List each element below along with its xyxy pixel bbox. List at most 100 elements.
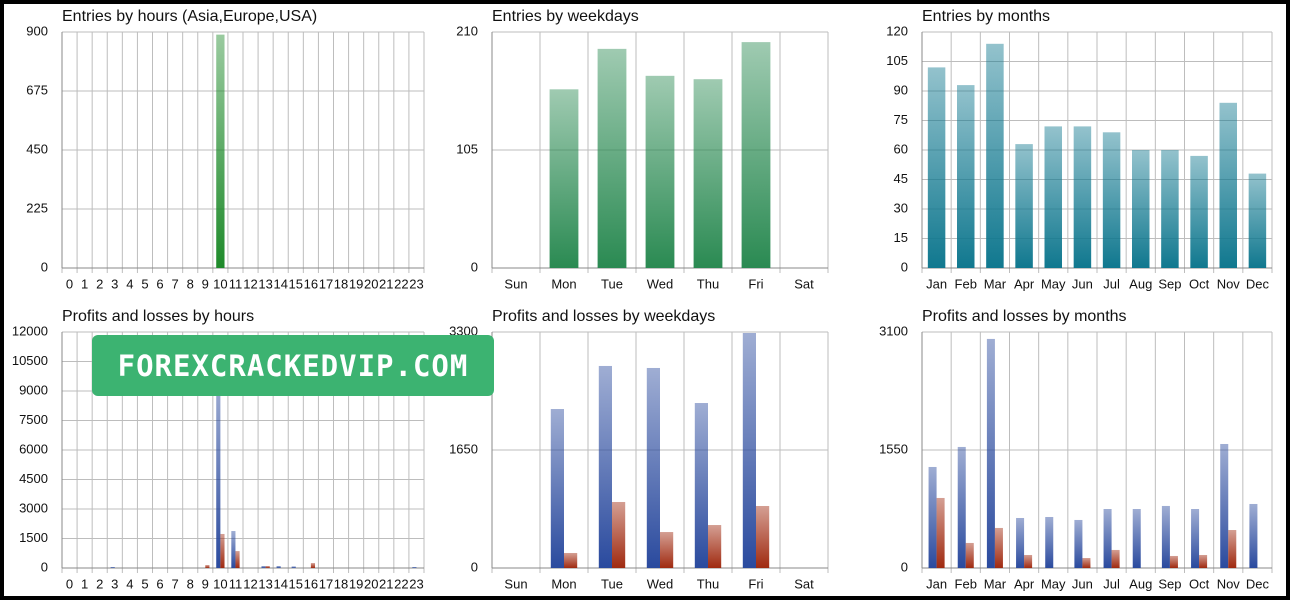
chart-title: Entries by hours (Asia,Europe,USA): [62, 8, 317, 25]
x-tick-label: 19: [349, 576, 363, 591]
x-tick-label: Feb: [955, 276, 977, 291]
x-tick-label: Oct: [1189, 276, 1210, 291]
x-tick-label: 13: [258, 276, 272, 291]
x-tick-label: Fri: [748, 276, 763, 291]
x-tick-label: Mar: [984, 276, 1007, 291]
x-tick-label: 6: [156, 576, 163, 591]
chart-title: Entries by months: [922, 8, 1050, 25]
bar: [957, 446, 966, 568]
x-tick-label: Apr: [1014, 576, 1035, 591]
y-tick-label: 0: [471, 259, 478, 274]
y-tick-label: 45: [894, 171, 908, 186]
bar: [1249, 503, 1258, 568]
x-tick-label: Sat: [794, 276, 814, 291]
x-tick-label: 16: [304, 276, 318, 291]
chart-title: Entries by weekdays: [492, 8, 639, 25]
x-tick-label: 14: [273, 576, 287, 591]
x-tick-label: 8: [187, 276, 194, 291]
y-tick-label: 0: [471, 559, 478, 574]
bar: [1073, 126, 1092, 269]
bar: [927, 67, 946, 269]
bar: [276, 566, 281, 568]
bar: [549, 89, 579, 268]
x-tick-label: 21: [379, 576, 393, 591]
x-tick-label: 20: [364, 576, 378, 591]
bar: [412, 567, 417, 568]
bar: [1169, 555, 1178, 568]
y-tick-label: 675: [26, 82, 48, 97]
bar: [1219, 102, 1237, 268]
x-tick-label: 5: [141, 576, 148, 591]
bar: [310, 563, 316, 568]
x-tick-label: Wed: [647, 576, 674, 591]
y-tick-label: 3300: [449, 323, 478, 338]
bar: [1248, 173, 1267, 268]
x-tick-label: Sun: [504, 276, 527, 291]
y-tick-label: 1550: [879, 441, 908, 456]
bar: [708, 525, 722, 568]
x-tick-label: Oct: [1189, 576, 1210, 591]
chart-title: Profits and losses by hours: [62, 308, 254, 325]
bar: [1191, 509, 1200, 568]
watermark: FOREXCRACKEDVIP.COM: [92, 335, 494, 396]
bar: [1074, 519, 1083, 568]
bar: [231, 531, 236, 568]
x-tick-label: 22: [394, 576, 408, 591]
bar: [756, 505, 770, 568]
bar: [1220, 443, 1229, 568]
x-tick-label: Tue: [601, 576, 623, 591]
x-tick-label: 23: [409, 576, 423, 591]
bar: [1161, 505, 1170, 568]
x-tick-label: 0: [66, 576, 73, 591]
bar: [1190, 155, 1208, 268]
y-tick-label: 210: [456, 23, 478, 38]
bar: [597, 48, 627, 268]
x-tick-label: 11: [229, 576, 243, 591]
y-tick-label: 225: [26, 200, 48, 215]
bar: [1199, 554, 1208, 568]
x-tick-label: Dec: [1246, 276, 1270, 291]
x-tick-label: Aug: [1129, 276, 1152, 291]
bar: [1016, 517, 1025, 568]
bar: [1024, 554, 1033, 568]
x-tick-label: 3: [111, 576, 118, 591]
y-tick-label: 1500: [19, 530, 48, 545]
x-tick-label: 22: [394, 276, 408, 291]
y-tick-label: 15: [894, 230, 908, 245]
x-tick-label: 16: [304, 576, 318, 591]
x-tick-label: 10: [213, 276, 227, 291]
x-tick-label: Nov: [1217, 576, 1241, 591]
y-tick-label: 30: [894, 200, 908, 215]
x-tick-label: 9: [202, 276, 209, 291]
x-tick-label: 23: [409, 276, 423, 291]
bar: [1161, 150, 1179, 268]
bar: [986, 43, 1004, 268]
chart-title: Profits and losses by weekdays: [492, 308, 715, 325]
x-tick-label: 2: [96, 276, 103, 291]
bar: [110, 567, 115, 568]
x-tick-label: Sun: [504, 576, 527, 591]
x-tick-label: May: [1041, 576, 1066, 591]
x-tick-label: 6: [156, 276, 163, 291]
y-tick-label: 4500: [19, 471, 48, 486]
y-tick-label: 120: [886, 23, 908, 38]
bar: [1111, 549, 1120, 568]
x-tick-label: 21: [379, 276, 393, 291]
bar: [645, 75, 675, 268]
bar: [1132, 509, 1141, 568]
bar: [742, 333, 756, 568]
bar: [936, 497, 945, 568]
x-tick-label: May: [1041, 276, 1066, 291]
x-tick-label: Jul: [1103, 576, 1120, 591]
x-tick-label: 2: [96, 576, 103, 591]
bar: [1102, 132, 1121, 268]
x-tick-label: 8: [187, 576, 194, 591]
y-tick-label: 60: [894, 141, 908, 156]
bar: [986, 338, 995, 568]
y-tick-label: 7500: [19, 412, 48, 427]
y-tick-label: 900: [26, 23, 48, 38]
bar: [741, 42, 771, 268]
x-tick-label: 5: [141, 276, 148, 291]
x-tick-label: 20: [364, 276, 378, 291]
